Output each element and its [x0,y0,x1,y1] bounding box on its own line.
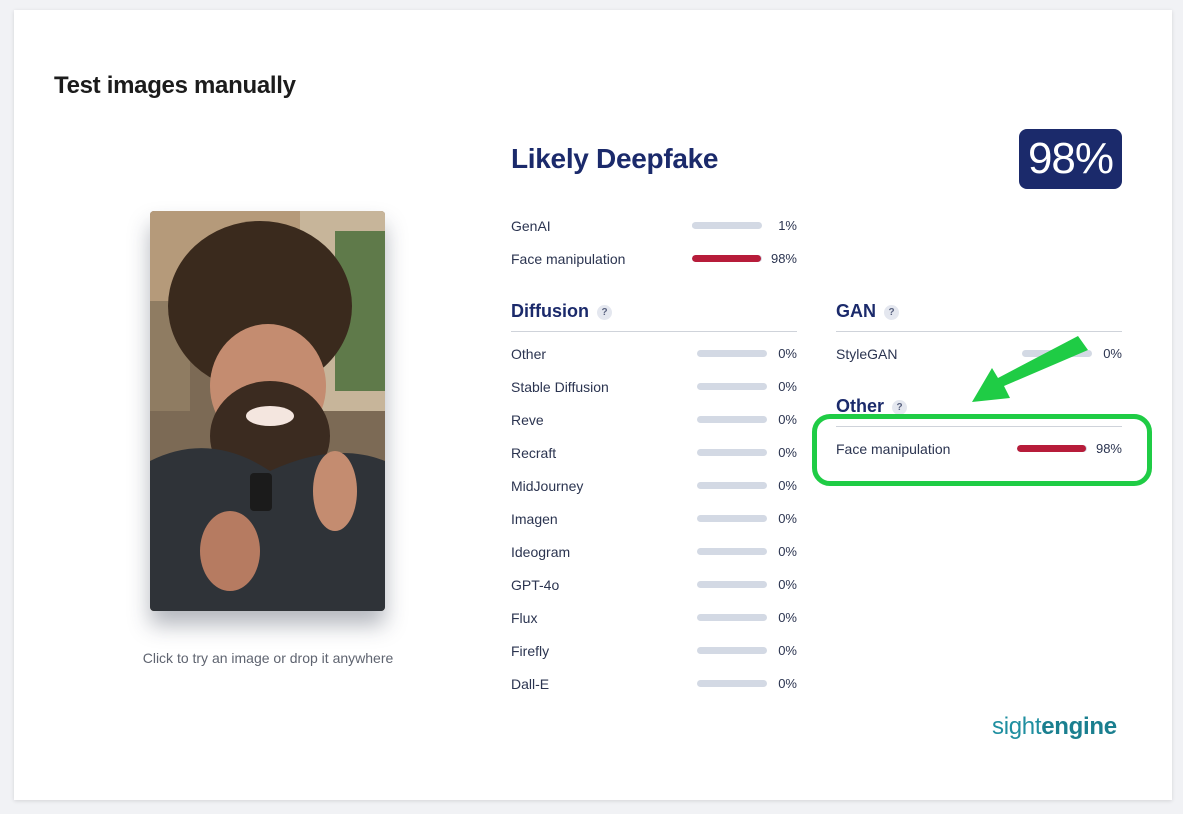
diffusion-row: Imagen 0% [511,509,797,529]
row-label: Other [511,346,547,362]
logo-part-light: sight [992,713,1042,740]
row-percent: 0% [778,346,797,361]
upload-hint: Click to try an image or drop it anywher… [142,650,394,666]
row-percent: 98% [770,251,797,266]
row-label: Face manipulation [836,441,951,457]
progress-bar [697,350,767,357]
section-divider [836,331,1122,332]
row-label: Face manipulation [511,251,626,267]
help-icon[interactable]: ? [884,305,899,320]
diffusion-row: Reve 0% [511,410,797,430]
row-label: GenAI [511,218,551,234]
row-percent: 0% [778,610,797,625]
diffusion-row: Recraft 0% [511,443,797,463]
progress-bar [692,255,762,262]
row-label: Ideogram [511,544,571,560]
highlight-box [812,414,1152,486]
progress-fill [692,222,693,229]
row-label: GPT-4o [511,577,560,593]
help-icon[interactable]: ? [892,400,908,415]
arrow-down-left-icon [972,336,1088,402]
row-label: Stable Diffusion [511,379,609,395]
progress-bar [697,548,767,555]
progress-bar [697,383,767,390]
diffusion-row: MidJourney 0% [511,476,797,496]
row-percent: 0% [778,544,797,559]
progress-bar [697,680,767,687]
progress-fill [692,255,761,262]
section-heading-diffusion: Diffusion? [511,301,612,322]
section-title: Diffusion [511,301,589,321]
section-divider [511,331,797,332]
page-title: Test images manually [54,72,296,99]
progress-bar [697,647,767,654]
person-photo-image [150,211,385,611]
progress-bar [697,416,767,423]
section-heading-other: Other? [836,396,908,417]
row-percent: 0% [778,676,797,691]
row-percent: 0% [778,577,797,592]
section-heading-gan: GAN? [836,301,899,322]
score-badge: 98% [1019,129,1122,189]
verdict-title: Likely Deepfake [511,143,719,174]
help-icon[interactable]: ? [597,305,612,320]
section-title: GAN [836,301,876,321]
row-percent: 0% [778,478,797,493]
row-percent: 98% [1095,441,1122,456]
row-percent: 0% [778,511,797,526]
progress-bar [692,222,762,229]
progress-bar [697,581,767,588]
other-row-face-manipulation: Face manipulation 98% [836,439,1122,459]
row-label: MidJourney [511,478,584,494]
row-label: Recraft [511,445,557,461]
row-percent: 0% [778,379,797,394]
diffusion-row: Other 0% [511,344,797,364]
progress-bar [697,449,767,456]
section-divider [836,426,1122,427]
diffusion-row: GPT-4o 0% [511,575,797,595]
progress-bar [697,482,767,489]
summary-row-genai: GenAI 1% [511,216,797,236]
row-label: StyleGAN [836,346,898,362]
summary-row-face-manipulation: Face manipulation 98% [511,249,797,269]
row-percent: 0% [778,445,797,460]
row-percent: 1% [778,218,797,233]
row-label: Dall-E [511,676,550,692]
diffusion-row: Dall-E 0% [511,674,797,694]
row-label: Imagen [511,511,558,527]
progress-bar [697,614,767,621]
progress-fill [1017,445,1086,452]
sightengine-logo: sightengine [992,713,1117,741]
logo-part-bold: engine [1041,713,1117,740]
row-percent: 0% [1103,346,1122,361]
row-label: Firefly [511,643,550,659]
progress-bar [697,515,767,522]
row-percent: 0% [778,412,797,427]
section-title: Other [836,396,885,416]
row-percent: 0% [778,643,797,658]
uploaded-image-preview[interactable] [150,211,385,611]
diffusion-row: Firefly 0% [511,641,797,661]
row-label: Flux [511,610,538,626]
progress-bar [1017,445,1087,452]
diffusion-row: Ideogram 0% [511,542,797,562]
row-label: Reve [511,412,544,428]
diffusion-row: Flux 0% [511,608,797,628]
diffusion-row: Stable Diffusion 0% [511,377,797,397]
